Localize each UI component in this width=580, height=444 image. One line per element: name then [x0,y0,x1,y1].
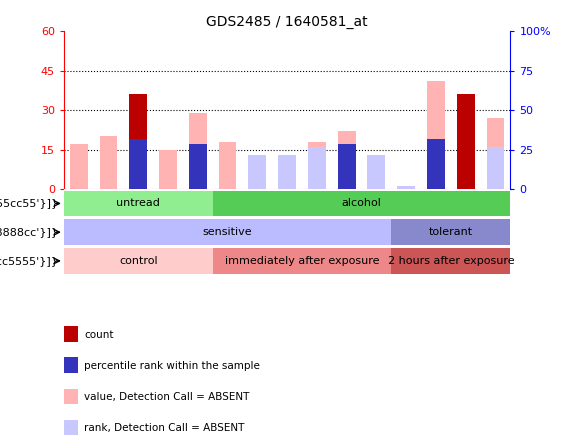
Bar [427,139,445,189]
Bar [308,142,326,189]
Text: 2 hours after exposure: 2 hours after exposure [387,256,514,266]
Bar [64,219,392,245]
Bar [427,81,445,189]
Text: immediately after exposure: immediately after exposure [224,256,379,266]
Bar [487,147,505,189]
Bar [159,150,177,189]
Text: alcohol: alcohol [342,198,382,208]
Bar [129,139,147,189]
Bar [70,144,88,189]
Bar [213,248,392,274]
Bar [487,118,505,189]
Text: rank, Detection Call = ABSENT: rank, Detection Call = ABSENT [84,424,245,433]
Bar [278,155,296,189]
Bar [189,144,206,189]
Title: GDS2485 / 1640581_at: GDS2485 / 1640581_at [206,15,368,29]
Bar [308,147,326,189]
Text: sensitive: sensitive [203,227,252,237]
Bar [368,155,385,189]
Bar [64,248,213,274]
Bar [457,94,474,189]
Text: tolerant: tolerant [429,227,473,237]
Bar [397,186,415,189]
Bar [213,190,510,216]
Bar [189,113,206,189]
Bar [129,94,147,189]
Bar [129,134,147,189]
Text: control: control [119,256,158,266]
Bar [219,142,237,189]
Bar [338,131,356,189]
Text: percentile rank within the sample: percentile rank within the sample [84,361,260,371]
Bar [392,248,510,274]
Bar [368,155,385,189]
Bar [457,134,474,189]
Text: value, Detection Call = ABSENT: value, Detection Call = ABSENT [84,392,249,402]
Bar [248,155,266,189]
Bar [338,144,356,189]
Text: count: count [84,330,114,340]
Bar [397,186,415,189]
Bar [392,219,510,245]
Bar [248,155,266,189]
Bar [278,155,296,189]
Bar [100,136,117,189]
Text: untread: untread [117,198,160,208]
Bar [189,144,206,189]
Bar [64,190,213,216]
